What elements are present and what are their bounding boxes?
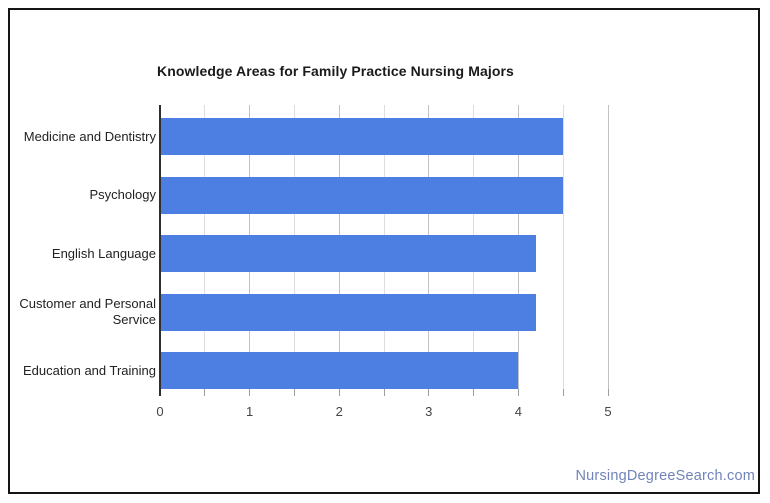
axis-tick bbox=[383, 389, 385, 396]
bar-0[interactable] bbox=[160, 118, 564, 155]
watermark-text: NursingDegreeSearch.com bbox=[575, 468, 755, 484]
axis-tick bbox=[338, 389, 340, 396]
x-tick-label-0: 0 bbox=[156, 404, 164, 419]
category-label-4: Education and Training bbox=[23, 362, 156, 378]
category-label-0: Medicine and Dentistry bbox=[23, 128, 156, 144]
gridline bbox=[607, 105, 609, 389]
bar-3[interactable] bbox=[160, 293, 537, 331]
chart-title: Knowledge Areas for Family Practice Nurs… bbox=[157, 63, 514, 79]
plot-area bbox=[160, 105, 609, 389]
x-tick-label-5: 5 bbox=[604, 404, 612, 419]
axis-tick bbox=[517, 389, 519, 396]
axis-tick bbox=[428, 389, 430, 396]
bar-4[interactable] bbox=[160, 352, 519, 389]
x-tick-label-3: 3 bbox=[425, 404, 433, 419]
x-tick-label-1: 1 bbox=[245, 404, 254, 419]
axis-tick bbox=[607, 389, 609, 396]
category-label-3: Customer and Personal Service bbox=[19, 296, 156, 327]
axis-tick bbox=[293, 389, 295, 396]
category-label-1: Psychology bbox=[89, 187, 156, 202]
bar-2[interactable] bbox=[160, 235, 537, 272]
axis-tick bbox=[562, 389, 564, 396]
gridline bbox=[562, 105, 564, 389]
bar-1[interactable] bbox=[160, 176, 564, 214]
axis-tick bbox=[204, 389, 206, 396]
y-axis-line bbox=[159, 105, 161, 396]
axis-tick bbox=[473, 389, 475, 396]
category-label-2: English Language bbox=[51, 245, 156, 261]
axis-tick bbox=[249, 389, 251, 396]
x-tick-label-2: 2 bbox=[335, 404, 343, 419]
x-tick-label-4: 4 bbox=[514, 404, 523, 419]
